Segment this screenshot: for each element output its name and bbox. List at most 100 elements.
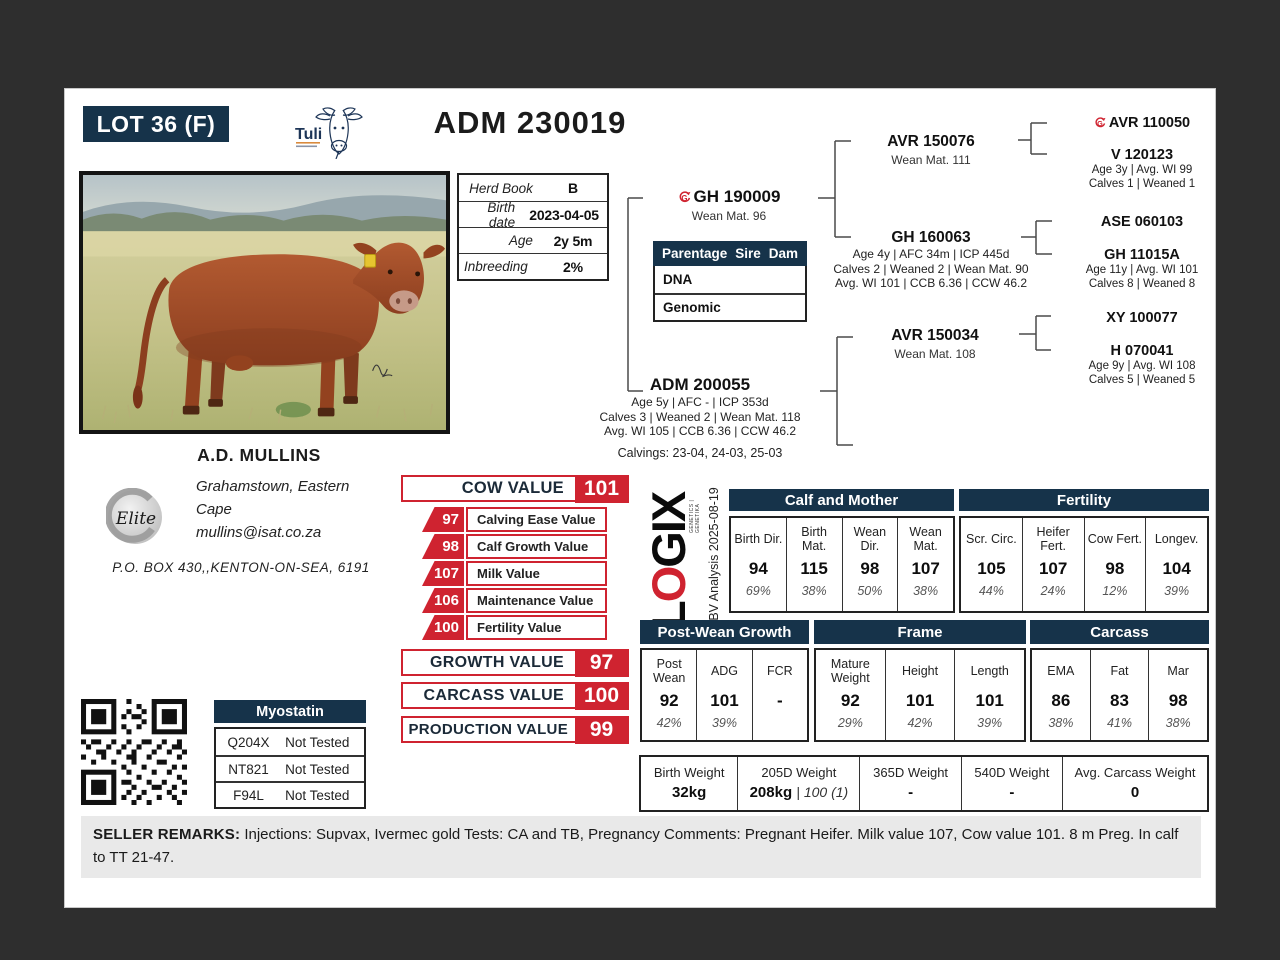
seller-remarks-label: SELLER REMARKS: (93, 826, 241, 843)
maintenance-value-label: Maintenance Value (466, 588, 607, 613)
ebv-value: 101 (975, 691, 1004, 710)
ebv-label: Post Wean (652, 656, 686, 685)
fertility-table: Scr. Circ. 105 44% Heifer Fert. 107 24% … (959, 516, 1209, 613)
fertility-value-badge: 100 (422, 615, 464, 640)
weight-value: 0 (1130, 784, 1140, 801)
ebv-label: Height (901, 663, 939, 678)
pedigree-connector-lines (627, 122, 1052, 446)
ancestor-detail-line: Avg. WI 101 | CCB 6.36 | CCW 46.2 (834, 276, 1028, 290)
carcass-value-number: 100 (574, 681, 629, 710)
parentage-table: Parentage Sire Dam DNA Genomic (653, 241, 807, 322)
ancestor-detail-line: Age 3y | Avg. WI 99 (1091, 164, 1193, 176)
header-frame: Frame (814, 620, 1026, 644)
ancestor-name: V 120123 (1110, 147, 1174, 163)
carcass-value-banner: CARCASS VALUE 100 (401, 681, 629, 710)
ebv-label: Heifer Fert. (1036, 524, 1070, 553)
pedigree-sd-dam: GH 11015A Age 11y | Avg. WI 101 Calves 8… (1067, 247, 1217, 291)
lot-number-badge: LOT 36 (F) (83, 106, 229, 142)
info-row-herdbook: Herd Book B (459, 175, 607, 201)
myostatin-result: Not Tested (285, 734, 350, 750)
dam-detail-line: Calves 3 | Weaned 2 | Wean Mat. 118 (599, 409, 801, 424)
seller-name: A.D. MULLINS (197, 445, 321, 465)
frame-table: Mature Weight 92 29% Height 101 42% Leng… (814, 648, 1026, 742)
ebv-label: Wean Mat. (909, 524, 942, 553)
genomic-tested-icon: G (679, 191, 690, 203)
parentage-row-genomic: Genomic (655, 293, 805, 320)
ancestor-detail-line: Age 4y | AFC 34m | ICP 445d (852, 247, 1010, 261)
weight-cell-avg-carcass: Avg. Carcass Weight 0 (1062, 757, 1207, 810)
cow-value-label: COW VALUE (461, 479, 564, 497)
info-value: B (567, 180, 578, 196)
calf-growth-label: Calf Growth Value (466, 534, 607, 559)
ebv-value: 92 (659, 691, 679, 710)
carcass-value-label: CARCASS VALUE (423, 686, 564, 704)
ebv-label: Mar (1167, 663, 1189, 678)
ancestor-wean-mat: Wean Mat. 111 (891, 153, 971, 167)
ebv-accuracy: 42% (907, 716, 933, 730)
cow-photo (79, 171, 450, 434)
ancestor-name: GH 11015A (1104, 247, 1180, 263)
maintenance-value-badge: 106 (422, 588, 464, 613)
ebv-cell-length: Length 101 39% (954, 650, 1024, 740)
calf-and-mother-table: Birth Dir. 94 69% Birth Mat. 115 38% Wea… (729, 516, 955, 613)
logix-logo: LOGIX GENETICS | GENETIKA EBV Analysis 2… (642, 479, 723, 629)
myostatin-gene: NT821 (228, 761, 269, 777)
pedigree-ds-sire: XY 100077 (1067, 310, 1217, 326)
parentage-header: Parentage Sire Dam (653, 241, 807, 266)
pedigree-ss-dam: V 120123 Age 3y | Avg. WI 99 Calves 1 | … (1067, 147, 1217, 191)
ancestor-name: GH 160063 (891, 229, 971, 246)
tuli-logo-text: Tuli (295, 126, 322, 143)
info-label: Inbreeding (464, 259, 528, 274)
header-post-wean-growth: Post-Wean Growth (640, 620, 809, 644)
ebv-label: Scr. Circ. (966, 531, 1017, 546)
ebv-label: Cow Fert. (1087, 531, 1142, 546)
ebv-accuracy: 39% (711, 716, 737, 730)
cow-value-number: 101 (574, 474, 629, 503)
growth-value-label: GROWTH VALUE (430, 653, 564, 671)
info-label: Age (508, 233, 533, 248)
growth-value-banner: GROWTH VALUE 97 (401, 648, 629, 677)
ebv-value: - (776, 691, 783, 710)
ebv-value: 98 (860, 559, 880, 578)
ebv-label: Fat (1110, 663, 1129, 678)
dam-detail-line: Avg. WI 105 | CCB 6.36 | CCW 46.2 (603, 424, 797, 438)
weight-label: 205D Weight (761, 765, 837, 780)
sire-name: G GH 190009 (649, 187, 809, 207)
dam-name: ADM 200055 (649, 375, 751, 394)
info-value: 2y 5m (553, 232, 593, 249)
ancestor-detail-line: Age 11y | Avg. WI 101 (1085, 264, 1199, 276)
carcass-table: EMA 86 38% Fat 83 41% Mar 98 38% (1030, 648, 1209, 742)
svg-text:G: G (1097, 119, 1103, 128)
seller-location-line2: Cape (196, 501, 232, 518)
ebv-accuracy: 39% (977, 716, 1003, 730)
weight-label: 540D Weight (974, 765, 1050, 780)
ebv-label: EMA (1047, 663, 1075, 678)
ebv-accuracy: 44% (978, 584, 1004, 598)
ebv-label: Birth Mat. (801, 524, 827, 553)
ebv-value: 105 (977, 559, 1006, 578)
pedigree-sd-sire: ASE 060103 (1067, 214, 1217, 230)
seller-location-line1: Grahamstown, Eastern (196, 478, 350, 495)
weight-cell-365d: 365D Weight - (859, 757, 960, 810)
info-label: Birth date (487, 199, 516, 230)
ebv-label: ADG (710, 663, 739, 678)
ancestor-detail-line: Age 9y | Avg. WI 108 (1088, 360, 1196, 372)
ebv-accuracy: 69% (745, 584, 771, 598)
ebv-value: 115 (800, 559, 828, 578)
ebv-accuracy: 38% (913, 584, 939, 598)
weight-label: Birth Weight (653, 765, 725, 780)
weight-label: Avg. Carcass Weight (1074, 765, 1196, 780)
ebv-value: 86 (1051, 691, 1071, 710)
ebv-accuracy: 50% (857, 584, 883, 598)
logix-letters: GIX (642, 492, 695, 568)
seller-pobox: P.O. BOX 430,,KENTON-ON-SEA, 6191 (112, 560, 370, 575)
myostatin-table: Q204X Not Tested NT821 Not Tested F94L N… (214, 727, 366, 809)
ebv-value: 98 (1105, 559, 1125, 578)
cow-photo-illustration (83, 175, 446, 430)
ancestor-detail-line: Calves 8 | Weaned 8 (1088, 278, 1196, 290)
header-carcass: Carcass (1030, 620, 1209, 644)
svg-text:G: G (681, 194, 687, 203)
header-fertility: Fertility (959, 489, 1209, 511)
ebv-cell-ema: EMA 86 38% (1032, 650, 1090, 740)
myostatin-row-q204x: Q204X Not Tested (216, 729, 364, 755)
